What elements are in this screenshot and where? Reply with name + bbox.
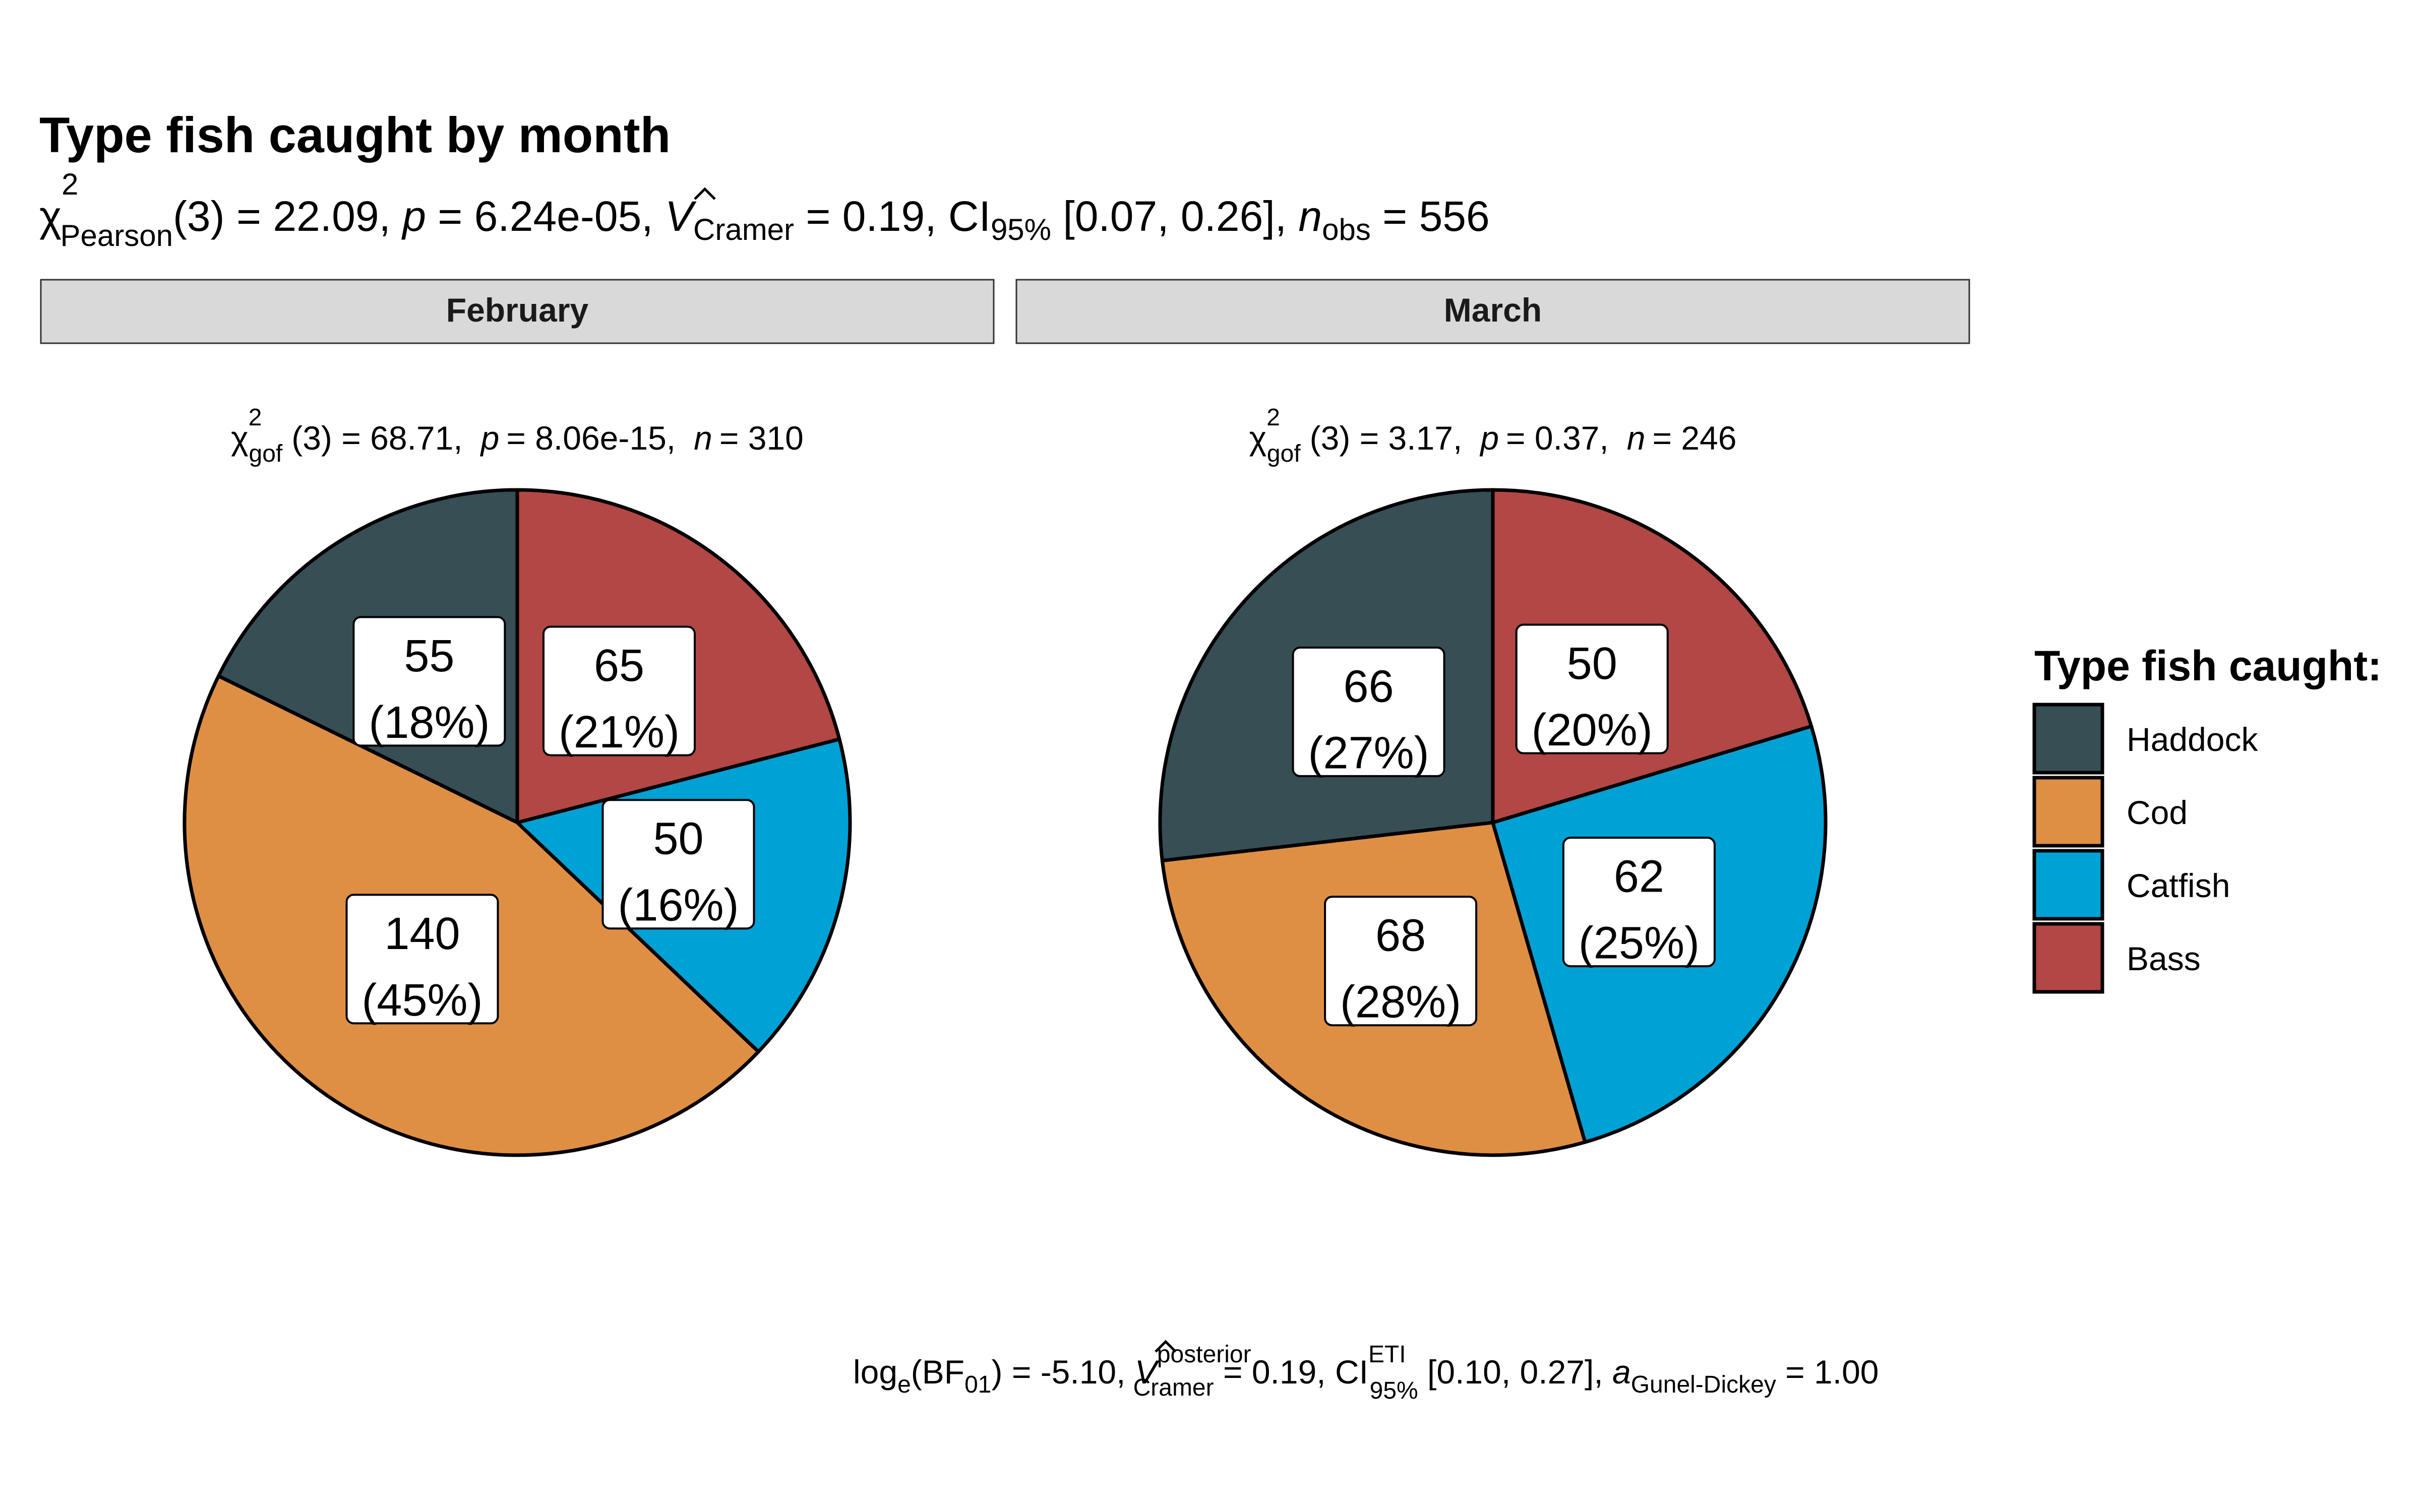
- subtitle-v-value: = 0.19, CI: [794, 193, 991, 240]
- chart-subtitle: χ2 Pearson(3) = 22.09, p = 6.24e-05, VCra…: [39, 167, 1490, 253]
- subtitle-v-hat: [694, 187, 716, 200]
- legend-swatch-haddock: [2032, 703, 2104, 775]
- facet-label-february: February: [446, 291, 589, 329]
- slice-label-february-haddock: 55 (18%): [352, 616, 506, 748]
- legend-swatch-bass: [2032, 922, 2104, 994]
- slice-label-box: [1515, 623, 1669, 754]
- slice-label-box: [352, 616, 506, 747]
- slice-label-box: [1324, 896, 1478, 1027]
- subtitle-p-label: p: [401, 193, 426, 240]
- slice-label-february-catfish: 50 (16%): [601, 799, 755, 931]
- legend-swatch-catfish: [2032, 849, 2104, 921]
- slice-percent-label: (21%): [559, 707, 680, 758]
- legend-item-catfish: Catfish: [2032, 849, 2230, 921]
- subtitle-chi-symbol: χ: [39, 193, 62, 240]
- legend: Type fish caught: Haddock Cod Catfish Bass: [2032, 642, 2382, 994]
- legend-item-cod: Cod: [2032, 776, 2188, 848]
- slice-count-label: 55: [404, 631, 454, 681]
- slice-label-march-cod: 68 (28%): [1324, 896, 1478, 1028]
- subtitle-p-value: = 6.24e-05,: [426, 193, 665, 240]
- legend-item-bass: Bass: [2032, 922, 2201, 994]
- legend-items: Haddock Cod Catfish Bass: [2032, 703, 2258, 994]
- svg-text:loge(BF01) = -5.10, Vposterior: loge(BF01) = -5.10, Vposterior Cramer = 0…: [853, 1341, 1879, 1404]
- slice-label-february-cod: 140 (45%): [345, 894, 499, 1026]
- facet-label-march: March: [1444, 291, 1542, 329]
- subtitle-v-label: V: [665, 193, 697, 240]
- pie-february: 55 (18%) 140 (45%) 50 (16%) 65 (21%): [183, 488, 852, 1157]
- chart-title: Type fish caught by month: [39, 107, 671, 163]
- slice-label-march-catfish: 62 (25%): [1562, 837, 1716, 969]
- slice-percent-label: (16%): [618, 880, 739, 931]
- subtitle-n-value: = 556: [1371, 193, 1490, 240]
- slice-count-label: 68: [1375, 911, 1426, 961]
- slice-count-label: 140: [384, 909, 460, 959]
- slice-label-box: [1292, 646, 1445, 777]
- legend-label-bass: Bass: [2127, 940, 2201, 977]
- legend-item-haddock: Haddock: [2032, 703, 2258, 775]
- legend-swatch-cod: [2032, 776, 2104, 848]
- slice-count-label: 50: [1567, 639, 1617, 689]
- legend-label-haddock: Haddock: [2127, 721, 2258, 758]
- facet-strip-march: [1015, 279, 1970, 344]
- caption-v-hat: [1155, 1340, 1177, 1353]
- slice-percent-label: (20%): [1532, 705, 1653, 755]
- facet-march: March χ2 gof (3) = 3.17, p = 0.37, n = 246 66 (…: [1015, 279, 1970, 1157]
- slice-percent-label: (18%): [369, 698, 490, 748]
- slice-label-march-haddock: 66 (27%): [1292, 646, 1445, 778]
- slice-label-box: [601, 799, 755, 930]
- legend-title: Type fish caught:: [2034, 642, 2382, 689]
- subtitle-chi-sup: 2: [62, 167, 78, 201]
- facet-stat-march: χ2 gof (3) = 3.17, p = 0.37, n = 246: [1249, 404, 1737, 467]
- facet-february: February χ2 gof (3) = 68.71, p = 8.06e-15, n =…: [40, 279, 995, 1157]
- pie-march: 66 (27%) 68 (28%) 62 (25%) 50 (20%): [1158, 488, 1828, 1157]
- slice-percent-label: (45%): [361, 975, 482, 1026]
- slice-percent-label: (28%): [1340, 977, 1461, 1028]
- slice-label-box: [1562, 837, 1716, 968]
- subtitle-chi-sub: Pearson: [60, 219, 172, 253]
- subtitle-n-sub: obs: [1322, 213, 1371, 246]
- slice-percent-label: (27%): [1308, 728, 1429, 778]
- slice-count-label: 62: [1614, 852, 1664, 902]
- slice-count-label: 66: [1344, 661, 1394, 712]
- slice-label-box: [542, 625, 696, 757]
- subtitle-ci-value: [0.07, 0.26],: [1051, 193, 1298, 240]
- slice-count-label: 65: [594, 641, 644, 691]
- subtitle-df: (3) = 22.09,: [173, 193, 402, 240]
- slice-percent-label: (25%): [1579, 918, 1700, 969]
- legend-label-catfish: Catfish: [2127, 867, 2230, 904]
- subtitle-ci-sub: 95%: [991, 213, 1051, 246]
- subtitle-v-sub: Cramer: [693, 213, 794, 246]
- facet-stat-february: χ2 gof (3) = 68.71, p = 8.06e-15, n = 310: [231, 404, 804, 467]
- slice-label-box: [345, 894, 499, 1025]
- slice-label-february-bass: 65 (21%): [542, 625, 696, 758]
- subtitle-n-label: n: [1298, 193, 1322, 240]
- slice-count-label: 50: [653, 814, 703, 864]
- legend-label-cod: Cod: [2127, 794, 2188, 831]
- facet-strip-february: [40, 279, 995, 344]
- chart-caption: loge(BF01) = -5.10, Vposterior Cramer = 0…: [853, 1340, 1879, 1404]
- slice-label-march-bass: 50 (20%): [1515, 623, 1669, 755]
